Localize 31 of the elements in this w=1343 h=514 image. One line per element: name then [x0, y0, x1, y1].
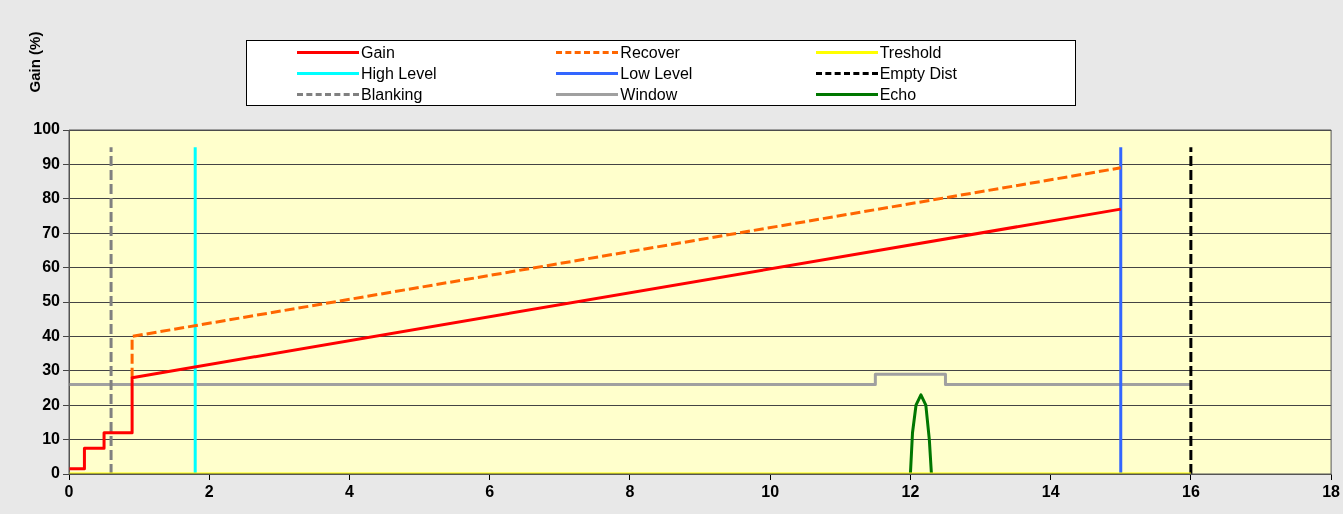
x-tick-label: 6 — [485, 483, 495, 501]
legend-label: Empty Dist — [879, 63, 957, 84]
x-tick-label: 12 — [901, 483, 920, 501]
legend-label: Low Level — [620, 63, 693, 84]
x-tick-label: 14 — [1041, 483, 1060, 501]
y-axis-title: Gain (%) — [25, 31, 43, 93]
x-tick-label: 16 — [1181, 483, 1200, 501]
y-tick-label: 80 — [42, 189, 61, 207]
legend-label: High Level — [361, 63, 437, 84]
y-tick-label: 50 — [42, 292, 61, 310]
legend-label: Treshold — [879, 42, 942, 63]
legend-label: Blanking — [361, 84, 423, 105]
y-tick-label: 0 — [51, 464, 61, 482]
x-tick-label: 2 — [204, 483, 214, 501]
legend-label: Gain — [361, 42, 395, 63]
legend-label: Window — [620, 84, 678, 105]
x-tick-label: 10 — [761, 483, 780, 501]
y-tick-label: 30 — [42, 361, 61, 379]
y-tick-label: 90 — [42, 154, 61, 172]
legend-label: Echo — [879, 84, 917, 105]
y-tick-label: 60 — [42, 258, 61, 276]
legend-label: Recover — [620, 42, 680, 63]
y-tick-label: 70 — [42, 223, 61, 241]
x-tick-label: 0 — [64, 483, 74, 501]
y-tick-label: 10 — [42, 430, 61, 448]
y-tick-label: 40 — [42, 326, 61, 344]
y-tick-label: 100 — [33, 120, 61, 138]
x-tick-label: 18 — [1322, 483, 1341, 501]
x-tick-label: 8 — [625, 483, 635, 501]
y-tick-label: 20 — [42, 395, 61, 413]
x-tick-label: 4 — [345, 483, 355, 501]
